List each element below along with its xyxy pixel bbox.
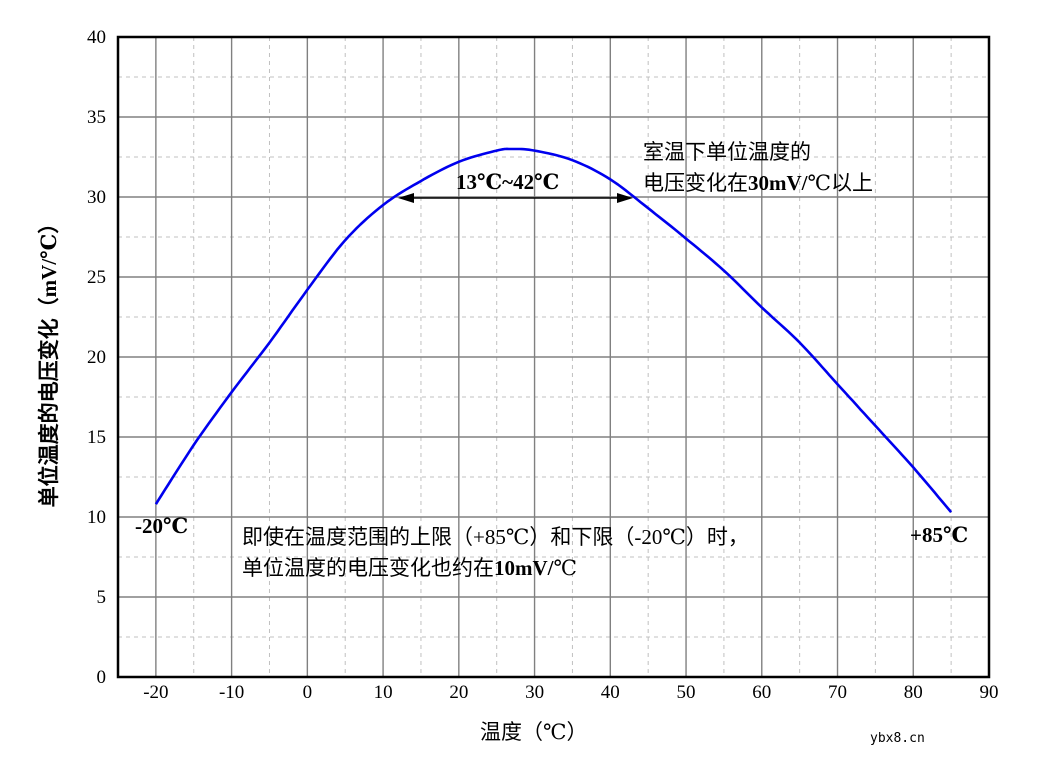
x-axis-ticks: -20 -10 0 10 20 30 40 50 60 70 80 90: [143, 682, 998, 703]
major-grid: [118, 37, 989, 677]
x-tick-label: 40: [601, 682, 620, 703]
x-tick-label: 10: [374, 682, 393, 703]
x-tick-label: -20: [143, 682, 168, 703]
watermark: ybx8.cn: [870, 731, 925, 746]
y-axis-title: 单位温度的电压变化（mV/℃）: [37, 213, 61, 508]
range-label: 13℃~42℃: [456, 170, 559, 194]
limit-note-line1: 即使在温度范围的上限（+85℃）和下限（-20℃）时，: [242, 525, 749, 549]
room-note-text-c: ℃以上: [808, 171, 874, 195]
x-tick-label: 0: [303, 682, 313, 703]
y-tick-label: 25: [87, 267, 106, 288]
y-tick-label: 35: [87, 107, 106, 128]
x-tick-label: 30: [525, 682, 544, 703]
arrowhead-left-icon: [398, 193, 414, 203]
y-tick-label: 10: [87, 507, 106, 528]
x-tick-label: -10: [219, 682, 244, 703]
limit-note-line2: 单位温度的电压变化也约在10mV/℃: [242, 556, 577, 580]
limit-note-text-a: 单位温度的电压变化也约在: [242, 556, 494, 580]
room-note-value: 30mV/: [748, 171, 809, 195]
limit-note-text-c: ℃: [554, 556, 578, 580]
y-tick-label: 20: [87, 347, 106, 368]
voltage-change-curve: [154, 147, 953, 514]
arrowhead-right-icon: [617, 193, 633, 203]
room-temp-note-line2: 电压变化在30mV/℃以上: [643, 171, 873, 195]
room-note-text-a: 电压变化在: [643, 171, 748, 195]
y-axis-ticks: 0 5 10 15 20 25 30 35 40: [87, 27, 106, 688]
y-tick-label: 15: [87, 427, 106, 448]
y-tick-label: 40: [87, 27, 106, 48]
plot-area-frame: [116, 35, 991, 679]
x-tick-label: 80: [904, 682, 923, 703]
x-tick-label: 60: [752, 682, 771, 703]
low-end-label: -20℃: [135, 514, 188, 538]
x-tick-label: 70: [828, 682, 847, 703]
high-end-label: +85℃: [910, 523, 968, 547]
y-tick-label: 0: [97, 667, 107, 688]
x-tick-label: 20: [449, 682, 468, 703]
x-tick-label: 90: [980, 682, 999, 703]
limit-note-value: 10mV/: [494, 556, 555, 580]
room-temp-note-line1: 室温下单位温度的: [643, 140, 811, 164]
range-arrow: [398, 193, 633, 203]
x-axis-title: 温度（℃）: [480, 720, 588, 744]
y-tick-label: 5: [97, 587, 107, 608]
y-tick-label: 30: [87, 187, 106, 208]
x-tick-label: 50: [677, 682, 696, 703]
